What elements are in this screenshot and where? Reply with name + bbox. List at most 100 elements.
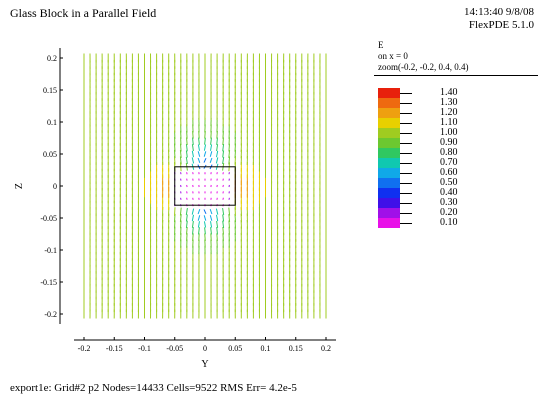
field-arrow — [216, 227, 218, 235]
field-arrow — [174, 207, 176, 216]
field-arrow — [209, 151, 213, 157]
legend-value: 1.30 — [440, 97, 458, 108]
legend-swatch — [378, 208, 400, 218]
field-arrow — [228, 220, 230, 229]
field-arrow — [186, 226, 188, 235]
field-arrow — [203, 221, 207, 228]
legend-entry: 1.10 — [378, 117, 538, 128]
field-arrow — [216, 220, 219, 228]
x-axis-label: Y — [201, 359, 208, 370]
field-arrow — [210, 221, 213, 228]
legend-swatch — [378, 88, 400, 98]
field-arrow — [215, 208, 219, 215]
y-tick-label: 0.2 — [47, 54, 57, 63]
x-tick-label: 0 — [203, 344, 207, 353]
legend-tick — [400, 213, 412, 214]
legend-entry: 0.80 — [378, 147, 538, 158]
field-arrow — [203, 151, 207, 157]
legend-value: 0.60 — [440, 167, 458, 178]
field-arrow — [209, 215, 213, 221]
field-arrow — [185, 156, 188, 164]
legend-entry: 0.30 — [378, 197, 538, 208]
x-tick-label: -0.2 — [78, 344, 91, 353]
field-arrow — [210, 227, 212, 235]
legend-entry: 0.90 — [378, 137, 538, 148]
field-arrow — [179, 214, 182, 222]
field-arrow — [185, 150, 188, 158]
legend-swatch — [378, 98, 400, 108]
field-arrow — [222, 208, 225, 216]
x-tick-label: -0.05 — [166, 344, 183, 353]
field-arrow — [203, 209, 207, 215]
y-tick-label: -0.2 — [44, 310, 57, 319]
legend-swatch — [378, 218, 400, 228]
legend-tick — [400, 93, 412, 94]
legend-value: 0.70 — [440, 157, 458, 168]
legend-tick — [400, 133, 412, 134]
legend-value: 1.00 — [440, 127, 458, 138]
field-arrow — [191, 214, 194, 222]
field-arrow — [203, 157, 207, 163]
timestamp: 14:13:40 9/8/08 — [464, 6, 534, 18]
field-arrow — [228, 150, 231, 158]
y-tick-label: 0 — [53, 182, 57, 191]
field-arrow — [228, 156, 231, 165]
field-arrow — [197, 221, 200, 228]
field-arrow — [185, 220, 188, 229]
field-arrow — [197, 157, 201, 163]
legend-tick — [400, 183, 412, 184]
legend-entry: 1.00 — [378, 127, 538, 138]
field-arrow — [203, 215, 207, 221]
field-arrow — [185, 143, 188, 152]
legend-value: 0.10 — [440, 217, 458, 228]
legend-value: 0.80 — [440, 147, 458, 158]
field-arrow — [179, 150, 182, 158]
field-arrow — [191, 220, 194, 228]
legend-entry: 1.20 — [378, 107, 538, 118]
field-arrow — [198, 137, 200, 145]
legend-value: 0.30 — [440, 197, 458, 208]
x-axis-ticks: -0.2 -0.15 -0.1 -0.05 0 0.05 0.1 0.15 0.2 — [78, 337, 331, 353]
legend-entry: 1.40 — [378, 87, 538, 98]
legend-value: 1.10 — [440, 117, 458, 128]
legend-swatch — [378, 148, 400, 158]
legend-tick — [400, 113, 412, 114]
field-arrow — [222, 150, 225, 158]
field-arrow — [186, 172, 188, 175]
field-arrow — [228, 207, 231, 216]
legend-swatch — [378, 188, 400, 198]
field-arrow — [209, 209, 213, 215]
field-arrow — [222, 197, 224, 200]
legend-zoom: zoom(-0.2, -0.2, 0.4, 0.4) — [378, 62, 469, 72]
field-arrow — [222, 156, 225, 164]
x-tick-label: 0.1 — [261, 344, 271, 353]
field-arrow — [186, 178, 188, 181]
field-arrow — [197, 215, 201, 221]
timestamp-block: 14:13:40 9/8/08 FlexPDE 5.1.0 — [464, 6, 534, 32]
x-tick-label: 0.2 — [321, 344, 331, 353]
legend-tick — [400, 143, 412, 144]
field-arrow — [216, 214, 219, 222]
field-arrow — [179, 207, 182, 216]
y-tick-label: 0.05 — [43, 150, 57, 159]
field-arrow — [192, 137, 194, 145]
field-arrows — [83, 53, 327, 319]
field-arrow — [222, 143, 225, 152]
legend-tick — [400, 223, 412, 224]
field-arrow — [191, 150, 194, 158]
legend-tick — [400, 163, 412, 164]
field-arrow — [222, 226, 224, 235]
legend-swatch — [378, 168, 400, 178]
field-arrow — [197, 151, 201, 157]
field-arrow — [203, 144, 207, 151]
legend-swatch — [378, 108, 400, 118]
footer-status: export1e: Grid#2 p2 Nodes=14433 Cells=95… — [10, 382, 297, 394]
field-arrow — [216, 137, 218, 145]
legend-tick — [400, 153, 412, 154]
field-arrow — [186, 184, 188, 188]
legend-swatch — [378, 198, 400, 208]
field-arrow — [198, 233, 200, 242]
legend-tick — [400, 123, 412, 124]
field-arrow — [210, 144, 213, 151]
legend-entry: 0.10 — [378, 217, 538, 228]
